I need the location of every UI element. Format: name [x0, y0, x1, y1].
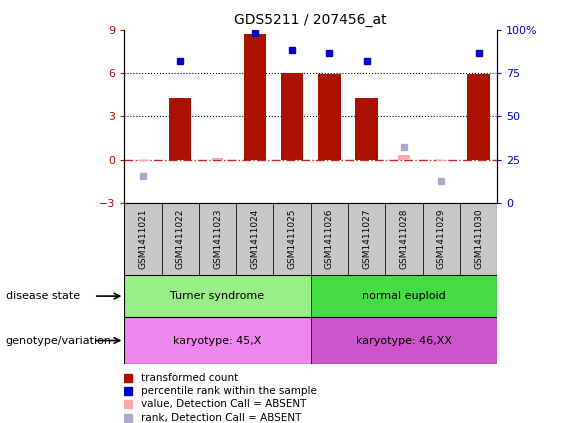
Text: karyotype: 45,X: karyotype: 45,X [173, 335, 262, 346]
Text: karyotype: 46,XX: karyotype: 46,XX [356, 335, 452, 346]
Bar [423, 203, 460, 275]
Bar [236, 203, 273, 275]
Bar [385, 203, 423, 275]
Bar [137, 160, 149, 161]
Bar [311, 275, 497, 317]
Bar [244, 34, 266, 160]
Bar [199, 203, 236, 275]
Text: rank, Detection Call = ABSENT: rank, Detection Call = ABSENT [141, 412, 302, 423]
Bar [124, 203, 162, 275]
Bar [273, 203, 311, 275]
Text: GSM1411021: GSM1411021 [138, 209, 147, 269]
Bar [212, 157, 223, 160]
Text: GSM1411030: GSM1411030 [474, 209, 483, 269]
Bar [355, 98, 378, 160]
Text: GSM1411026: GSM1411026 [325, 209, 334, 269]
Bar [311, 203, 348, 275]
Bar [311, 317, 497, 364]
Bar [467, 74, 490, 160]
Text: GSM1411022: GSM1411022 [176, 209, 185, 269]
Text: GSM1411025: GSM1411025 [288, 209, 297, 269]
Bar [436, 160, 447, 161]
Bar [281, 73, 303, 160]
Title: GDS5211 / 207456_at: GDS5211 / 207456_at [234, 13, 387, 27]
Bar [124, 275, 311, 317]
Bar [162, 203, 199, 275]
Text: GSM1411023: GSM1411023 [213, 209, 222, 269]
Text: GSM1411028: GSM1411028 [399, 209, 408, 269]
Bar [460, 203, 497, 275]
Bar [348, 203, 385, 275]
Bar [169, 98, 192, 160]
Text: GSM1411024: GSM1411024 [250, 209, 259, 269]
Bar [398, 155, 410, 160]
Text: value, Detection Call = ABSENT: value, Detection Call = ABSENT [141, 399, 306, 409]
Text: GSM1411029: GSM1411029 [437, 209, 446, 269]
Text: normal euploid: normal euploid [362, 291, 446, 301]
Text: disease state: disease state [6, 291, 80, 301]
Text: genotype/variation: genotype/variation [6, 335, 112, 346]
Text: GSM1411027: GSM1411027 [362, 209, 371, 269]
Text: percentile rank within the sample: percentile rank within the sample [141, 386, 317, 396]
Text: Turner syndrome: Turner syndrome [171, 291, 264, 301]
Text: transformed count: transformed count [141, 373, 238, 383]
Bar [124, 317, 311, 364]
Bar [318, 74, 341, 160]
